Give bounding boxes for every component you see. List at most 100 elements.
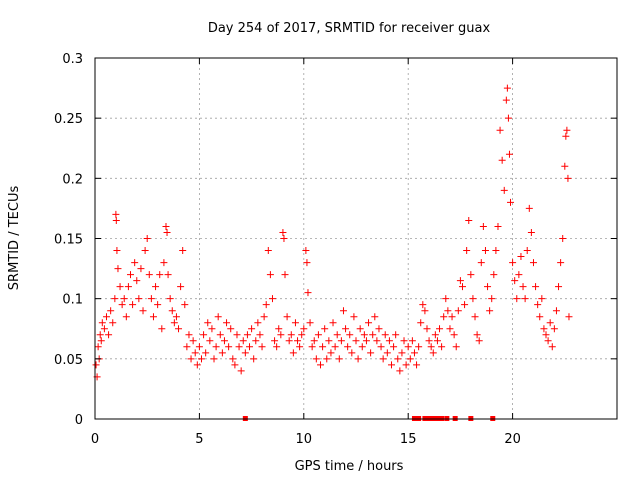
data-point — [175, 325, 183, 333]
data-point — [339, 307, 347, 315]
data-point — [404, 343, 412, 351]
data-point — [490, 271, 498, 279]
data-point — [564, 174, 572, 182]
data-point — [484, 283, 492, 291]
data-point — [385, 337, 393, 345]
data-point — [262, 301, 270, 309]
data-point — [227, 325, 235, 333]
data-point — [281, 271, 289, 279]
data-point — [277, 331, 285, 339]
data-point — [210, 355, 218, 363]
data-point — [331, 343, 339, 351]
data-point — [352, 337, 360, 345]
data-point — [250, 355, 258, 363]
data-point — [143, 235, 151, 242]
data-point — [258, 343, 266, 351]
data-point — [239, 337, 247, 345]
data-point — [475, 337, 483, 345]
data-point — [452, 343, 460, 351]
data-point — [126, 271, 134, 279]
data-point — [116, 283, 124, 291]
data-point — [481, 247, 489, 255]
data-point — [446, 325, 454, 333]
data-point — [463, 247, 471, 255]
grid-lines — [95, 58, 617, 419]
data-point — [289, 349, 297, 357]
data-point — [154, 301, 162, 309]
data-point — [346, 331, 354, 339]
data-point — [122, 313, 130, 321]
data-point — [100, 325, 108, 333]
data-point — [415, 343, 423, 351]
data-point — [256, 331, 264, 339]
data-point — [187, 355, 195, 363]
data-point — [358, 343, 366, 351]
data-point — [400, 337, 408, 345]
data-point — [160, 259, 168, 267]
data-point — [214, 313, 222, 321]
data-point — [235, 343, 243, 351]
data-point — [552, 307, 560, 315]
data-point — [390, 343, 398, 351]
data-point — [494, 222, 502, 230]
data-point — [419, 301, 427, 309]
y-axis-label: SRMTID / TECUs — [7, 186, 22, 291]
data-point — [303, 259, 311, 267]
data-point — [294, 337, 302, 345]
data-point — [448, 313, 456, 321]
data-point — [223, 319, 231, 327]
data-point — [218, 349, 226, 357]
data-point — [124, 283, 132, 291]
data-point — [417, 319, 425, 327]
data-point — [408, 337, 416, 345]
data-point — [513, 295, 521, 303]
data-point — [164, 271, 172, 279]
data-point — [220, 337, 228, 345]
data-point — [429, 349, 437, 357]
data-point — [444, 307, 452, 315]
data-point — [555, 283, 563, 291]
data-point — [354, 355, 362, 363]
data-point — [532, 283, 540, 291]
data-point — [498, 156, 506, 164]
data-point — [170, 319, 178, 327]
data-point — [379, 355, 387, 363]
data-point — [181, 301, 189, 309]
x-tick-label: 20 — [504, 432, 521, 447]
data-point — [275, 325, 283, 333]
y-tick-label: 0.2 — [62, 172, 83, 187]
data-points — [92, 84, 573, 421]
data-point — [246, 343, 254, 351]
data-point — [179, 247, 187, 255]
data-point — [562, 132, 570, 140]
data-point — [436, 325, 444, 333]
data-point — [327, 349, 335, 357]
data-point — [504, 114, 512, 122]
data-point — [486, 307, 494, 315]
data-point — [550, 325, 558, 333]
data-point — [302, 247, 310, 255]
data-point — [131, 259, 139, 267]
data-point — [471, 313, 479, 321]
data-point — [279, 228, 287, 236]
data-point — [96, 331, 104, 339]
data-point — [231, 361, 239, 369]
data-point — [521, 295, 529, 303]
data-point — [469, 295, 477, 303]
x-tick-label: 15 — [400, 432, 417, 447]
data-point — [120, 295, 128, 303]
data-point — [280, 235, 288, 242]
data-point — [396, 367, 404, 375]
data-point — [264, 247, 272, 255]
data-point — [394, 355, 402, 363]
data-point — [216, 331, 224, 339]
data-point — [350, 313, 358, 321]
data-point — [237, 367, 245, 375]
data-point — [183, 343, 191, 351]
data-point — [381, 331, 389, 339]
data-point — [172, 313, 180, 321]
data-point — [273, 343, 281, 351]
data-point — [241, 349, 249, 357]
data-point — [145, 271, 153, 279]
